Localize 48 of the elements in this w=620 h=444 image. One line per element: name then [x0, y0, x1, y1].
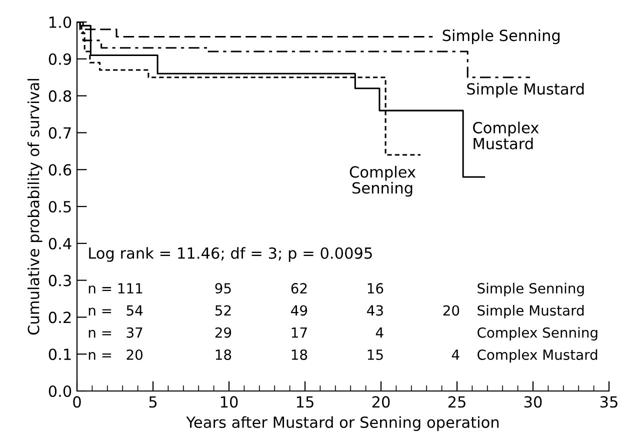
y-tick-label: 0.9	[48, 53, 72, 65]
series-label: Complex Mustard	[473, 122, 539, 150]
annotation: 18	[216, 349, 232, 360]
annotation: Simple Mustard	[478, 304, 584, 318]
y-tick-label: 1.0	[50, 16, 72, 28]
y-tick-label: 0.1	[48, 348, 71, 360]
y-tick-label: 0.8	[48, 90, 72, 102]
annotation: Log rank = 11.46; df = 3; p = 0.0095	[89, 247, 372, 262]
y-tick-label: 0.0	[48, 385, 72, 398]
x-tick-label: 25	[448, 396, 466, 408]
x-tick-label: 30	[524, 396, 542, 408]
x-tick-label: 20	[372, 396, 390, 408]
annotation: n = 54	[88, 305, 143, 316]
annotation: 52	[215, 305, 231, 316]
annotation: 15	[368, 350, 383, 360]
y-axis-title: Cumulative probability of survival	[28, 79, 42, 335]
annotation: 4	[452, 350, 460, 360]
x-tick-label: 15	[296, 396, 314, 408]
x-axis-title: Years after Mustard or Senning operation	[186, 416, 499, 431]
series-label: Simple Senning	[442, 29, 560, 44]
annotation: 95	[215, 283, 231, 294]
annotation: 18	[292, 349, 308, 360]
y-tick-label: 0.7	[48, 127, 71, 139]
annotation: 43	[367, 305, 383, 316]
annotation: 4	[376, 328, 384, 338]
annotation: Complex Senning	[478, 327, 598, 341]
annotation: n = 111	[88, 283, 142, 294]
annotation: 62	[291, 283, 307, 294]
x-tick-label: 35	[600, 396, 618, 408]
annotation: 20	[443, 305, 460, 316]
x-tick-label: 0	[73, 396, 81, 408]
annotation: 17	[292, 328, 307, 338]
annotation: n = 20	[88, 349, 142, 360]
series-label: Simple Mustard	[467, 82, 584, 98]
annotation: 49	[291, 305, 308, 316]
annotation: 16	[368, 283, 384, 294]
x-tick-label: 5	[149, 396, 157, 408]
annotation: n = 37	[88, 327, 142, 338]
series-label: Complex Senning	[350, 166, 416, 197]
annotation: 29	[215, 327, 232, 338]
y-tick-label: 0.3	[48, 274, 71, 286]
x-tick-label: 10	[220, 396, 238, 408]
y-tick-label: 0.2	[48, 312, 71, 324]
y-tick-label: 0.5	[48, 200, 71, 213]
annotation: Simple Senning	[478, 282, 584, 296]
y-tick-label: 0.6	[48, 164, 72, 176]
y-tick-label: 0.4	[48, 238, 72, 250]
annotation: Complex Mustard	[478, 349, 598, 363]
